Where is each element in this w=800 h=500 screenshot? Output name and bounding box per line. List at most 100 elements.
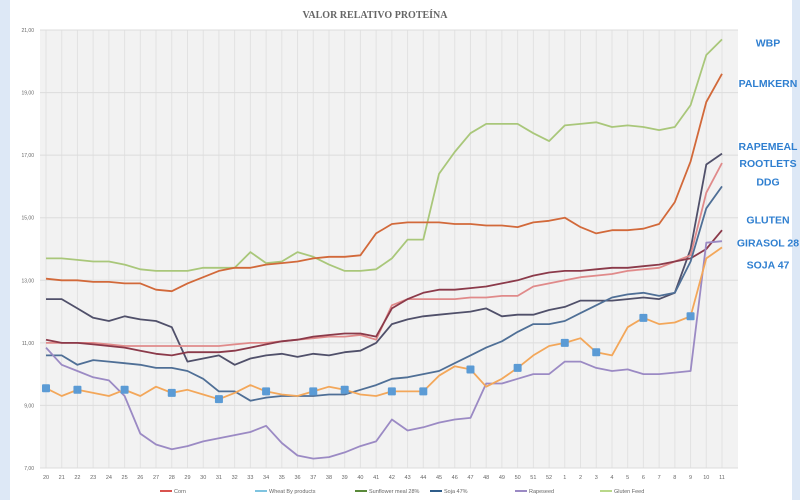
series-annotation-label: RAPEMEAL	[739, 141, 799, 153]
x-tick-label: 36	[294, 475, 300, 481]
x-tick-label: 27	[153, 475, 159, 481]
series-annotation-label: DDG	[756, 177, 779, 189]
x-tick-label: 44	[420, 475, 426, 481]
y-tick-label: 15,00	[21, 216, 34, 222]
data-point-marker	[73, 385, 82, 394]
x-tick-label: 20	[43, 475, 49, 481]
x-tick-label: 10	[703, 475, 709, 481]
data-point-marker	[639, 313, 648, 322]
series-line-corn	[45, 73, 723, 293]
data-point-marker	[513, 363, 522, 372]
data-point-marker	[120, 385, 129, 394]
x-tick-label: 24	[106, 475, 112, 481]
x-tick-label: 23	[90, 475, 96, 481]
y-tick-label: 7,00	[24, 466, 34, 472]
x-tick-label: 41	[373, 475, 379, 481]
series-line-gluten-feed	[46, 38, 723, 272]
data-point-marker	[214, 395, 223, 404]
legend-label: Wheat By products	[269, 489, 316, 495]
x-tick-label: 42	[389, 475, 395, 481]
data-point-marker	[42, 384, 50, 393]
x-tick-label: 47	[467, 475, 473, 481]
legend-label: Sunflower meal 28%	[369, 489, 420, 495]
series-lines	[45, 38, 723, 460]
y-axis-ticks: 7,00 9,00 11,00 13,00 15,00 17,00 19,00 21,00	[21, 28, 34, 472]
legend: Corn Wheat By products Sunflower meal 28% S…	[160, 489, 644, 495]
x-tick-label: 5	[626, 475, 629, 481]
x-tick-label: 32	[232, 475, 238, 481]
x-tick-label: 6	[642, 475, 645, 481]
x-tick-label: 45	[436, 475, 442, 481]
x-tick-label: 1	[563, 475, 566, 481]
x-tick-label: 8	[673, 475, 676, 481]
series-annotation-label: ROOTLETS	[739, 158, 796, 170]
y-tick-label: 9,00	[24, 403, 34, 409]
series-annotation-label: WBP	[756, 38, 781, 50]
y-tick-label: 11,00	[22, 341, 34, 347]
x-tick-label: 50	[515, 475, 521, 481]
y-tick-label: 17,00	[21, 153, 34, 159]
y-tick-label: 13,00	[21, 278, 34, 284]
x-tick-label: 4	[610, 475, 613, 481]
legend-label: Soja 47%	[444, 489, 468, 495]
x-axis-ticks: 20 21 22 23 24 25 26 27 28 29 30 31 32 33 34 35 36 37 38 39…	[43, 475, 725, 481]
chart-title: VALOR RELATIVO PROTEÍNA	[302, 9, 448, 21]
x-tick-label: 29	[184, 475, 190, 481]
data-point-marker	[686, 312, 695, 321]
x-tick-label: 31	[216, 475, 222, 481]
series-annotation-label: PALMKERN	[739, 78, 798, 90]
x-tick-label: 51	[530, 475, 536, 481]
gridlines	[40, 29, 738, 469]
x-tick-label: 38	[326, 475, 332, 481]
series-annotation-label: GLUTEN	[746, 214, 789, 226]
x-tick-label: 52	[546, 475, 552, 481]
series-annotation-label: SOJA 47	[747, 260, 790, 272]
left-margin-strip	[0, 0, 10, 500]
data-point-marker	[387, 387, 396, 396]
series-annotation-label: GIRASOL 28	[737, 238, 799, 250]
x-tick-label: 21	[59, 475, 65, 481]
right-margin-strip	[792, 0, 800, 500]
series-line-soja-47-	[45, 246, 723, 401]
x-tick-label: 48	[483, 475, 489, 481]
series-line-ddg	[46, 185, 723, 402]
data-point-marker	[167, 388, 176, 397]
x-tick-label: 40	[357, 475, 363, 481]
data-point-marker	[466, 365, 475, 374]
series-markers	[42, 312, 695, 404]
x-tick-label: 46	[452, 475, 458, 481]
x-tick-label: 35	[279, 475, 285, 481]
series-line-rapemeal	[46, 152, 723, 366]
data-point-marker	[419, 387, 428, 396]
x-tick-label: 22	[74, 475, 80, 481]
legend-label: Rapeseed	[529, 489, 554, 495]
x-tick-label: 33	[247, 475, 253, 481]
y-tick-label: 21,00	[21, 28, 34, 34]
x-tick-label: 43	[405, 475, 411, 481]
data-point-marker	[560, 338, 569, 347]
series-line-gluten	[45, 229, 723, 357]
x-tick-label: 7	[658, 475, 661, 481]
annotations: WBP PALMKERN RAPEMEAL ROOTLETS DDG GLUTEN GIRA…	[737, 38, 799, 272]
x-tick-label: 28	[169, 475, 175, 481]
x-tick-label: 3	[595, 475, 598, 481]
plot-area	[40, 30, 738, 468]
x-tick-label: 37	[310, 475, 316, 481]
x-tick-label: 2	[579, 475, 582, 481]
data-point-marker	[340, 385, 349, 394]
legend-label: Corn	[174, 489, 186, 495]
x-tick-label: 30	[200, 475, 206, 481]
x-tick-label: 49	[499, 475, 505, 481]
x-tick-label: 11	[719, 475, 725, 481]
x-tick-label: 34	[263, 475, 269, 481]
x-tick-label: 39	[342, 475, 348, 481]
series-line-rapeseed	[45, 240, 723, 460]
x-tick-label: 26	[137, 475, 143, 481]
data-point-marker	[262, 387, 271, 396]
x-tick-label: 25	[122, 475, 128, 481]
data-point-marker	[592, 348, 601, 357]
data-point-marker	[309, 387, 318, 396]
x-tick-label: 9	[689, 475, 692, 481]
legend-label: Gluten Feed	[614, 489, 644, 495]
